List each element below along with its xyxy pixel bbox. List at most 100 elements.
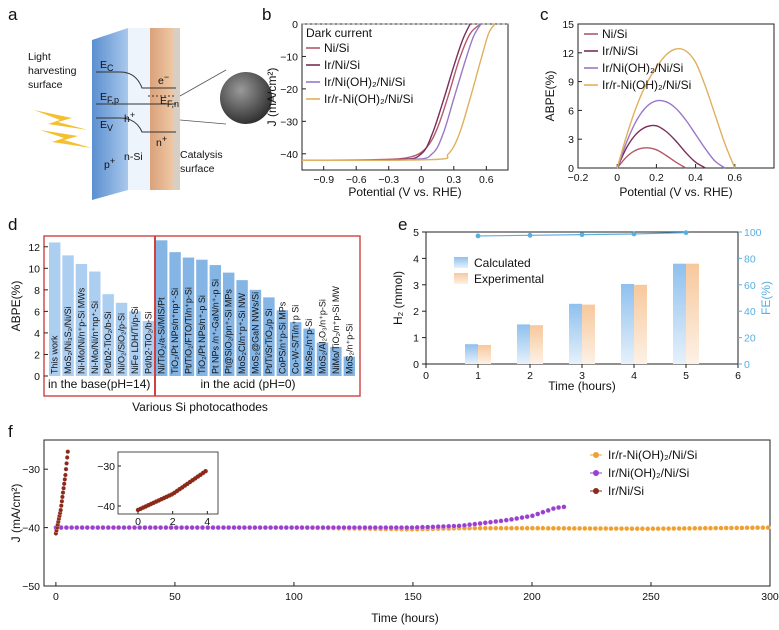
point-f-2 [64, 455, 70, 460]
x-tick-label-b: −0.3 [378, 174, 399, 186]
point-f-1 [173, 525, 179, 531]
series-line-b-4 [301, 23, 496, 162]
bar-label-d: NiFe LDH/Ti/p-Si [130, 306, 140, 374]
point-f-1 [131, 525, 138, 531]
inset-y-tick-label: −40 [97, 501, 115, 513]
x-tick-label-e: 3 [579, 370, 585, 382]
point-f-0 [582, 525, 588, 531]
p-plus-label: p+ [104, 156, 115, 171]
point-f-1 [283, 525, 289, 531]
point-f-1 [372, 525, 378, 531]
point-f-1 [535, 511, 541, 517]
y-tick-label-d: 12 [28, 242, 40, 254]
point-f-1 [346, 525, 352, 531]
point-f-0 [514, 525, 520, 531]
point-f-0 [692, 525, 698, 531]
bar-calculated [517, 324, 530, 364]
point-f-0 [713, 525, 719, 531]
bar-label-d: Pt@SiO₂/pn⁺-Si MPs [224, 289, 234, 374]
point-f-1 [262, 525, 268, 531]
x-tick-label-f: 200 [523, 591, 541, 603]
point-f-1 [561, 504, 567, 510]
point-f-1 [508, 516, 515, 522]
point-f-2 [58, 503, 64, 509]
point-f-1 [163, 525, 169, 531]
point-f-2 [60, 490, 66, 495]
point-f-1 [74, 525, 80, 531]
point-f-1 [388, 525, 394, 531]
point-f-1 [252, 525, 258, 531]
point-f-1 [231, 525, 237, 531]
point-f-1 [79, 525, 85, 531]
point-f-0 [744, 525, 750, 531]
x-tick-label-e: 4 [631, 370, 637, 382]
point-f-0 [603, 525, 609, 532]
x-tick-label-c: 0.4 [688, 172, 703, 184]
y-tick-label-b: −40 [280, 149, 298, 161]
y-tick-label-c: 12 [562, 48, 574, 60]
plot-frame-f [43, 439, 771, 587]
light-surface-text-2: harvesting [28, 65, 77, 77]
point-f-1 [116, 525, 122, 531]
bar-d [276, 310, 288, 376]
bar-d [223, 272, 235, 376]
y-tick-label-c: 6 [568, 105, 574, 117]
point-f-0 [624, 526, 630, 532]
ev-label: EV [100, 119, 113, 133]
point-f-0 [618, 526, 625, 532]
point-f-0 [629, 526, 635, 532]
bar-label-d: Ni/O₂/SiO₂/p-Si [117, 313, 127, 374]
panel-b-label: b [262, 5, 271, 24]
point-f-1 [456, 523, 462, 529]
series-line-c-1 [616, 124, 706, 169]
y-tick-label-c: 9 [568, 77, 574, 89]
legend-label-c: Ni/Si [602, 27, 627, 41]
y-right-tick-label-e: 20 [744, 333, 756, 345]
legend-label-c: Ir/Ni/Si [602, 44, 638, 58]
bar-label-d: MoS₂@GaN NWs/Si [251, 292, 261, 374]
point-f-1 [351, 525, 357, 531]
x-tick-label-c: 0 [614, 172, 620, 184]
point-f-0 [707, 525, 714, 531]
point-f-1 [398, 525, 405, 531]
point-f-1 [430, 524, 436, 530]
point-f-2 [61, 485, 66, 491]
bar-d [156, 240, 168, 376]
point-f-1 [179, 525, 185, 531]
x-tick-label-f: 50 [169, 591, 181, 603]
y-tick-label-b: −10 [280, 51, 298, 63]
y-axis-label-d: ABPE(%) [9, 281, 23, 332]
point-f-0 [566, 525, 572, 531]
y-axis-label-f: J (mA/cm²) [9, 484, 23, 543]
panel-d-label: d [8, 215, 17, 234]
point-f-2 [60, 494, 65, 500]
bar-d [316, 342, 329, 376]
bar-experimental [634, 284, 647, 364]
point-f-1 [435, 524, 441, 530]
point-f-0 [487, 525, 494, 531]
x-axis-label-f: Time (hours) [371, 611, 439, 625]
x-tick-label-b: 0 [418, 174, 424, 186]
point-f-1 [304, 525, 310, 531]
point-f-1 [105, 525, 111, 531]
point-f-0 [477, 525, 483, 531]
series-line-c-2 [616, 99, 726, 169]
point-f-1 [247, 525, 253, 531]
bar-d [62, 255, 74, 376]
point-f-1 [289, 525, 295, 531]
legend-c: Ni/Si Ir/Ni/Si Ir/Ni(OH)₂/Ni/Si Ir/r-Ni(OH)… [584, 27, 691, 92]
y-right-tick-label-e: 0 [744, 359, 750, 371]
y-axis-label-b: J (mA/cm²) [265, 68, 279, 127]
y-tick-label-e: 4 [413, 253, 419, 265]
point-f-0 [529, 525, 535, 531]
point-f-1 [226, 525, 232, 531]
n-plus-label: n+ [156, 134, 167, 149]
bar-label-d: MoS₂/Al₂O₃/n⁺p-Si [318, 299, 328, 374]
bar-d [209, 265, 221, 376]
legend-label-b: Ir/Ni(OH)₂/Ni/Si [324, 75, 405, 89]
y-right-tick-label-e: 100 [744, 227, 762, 239]
x-tick-label-e: 1 [475, 370, 481, 382]
acid-group-label: in the acid (pH=0) [200, 377, 295, 391]
bar-label-d: Ni-Mo/Ni/n⁺p-Si MWs [76, 287, 86, 374]
